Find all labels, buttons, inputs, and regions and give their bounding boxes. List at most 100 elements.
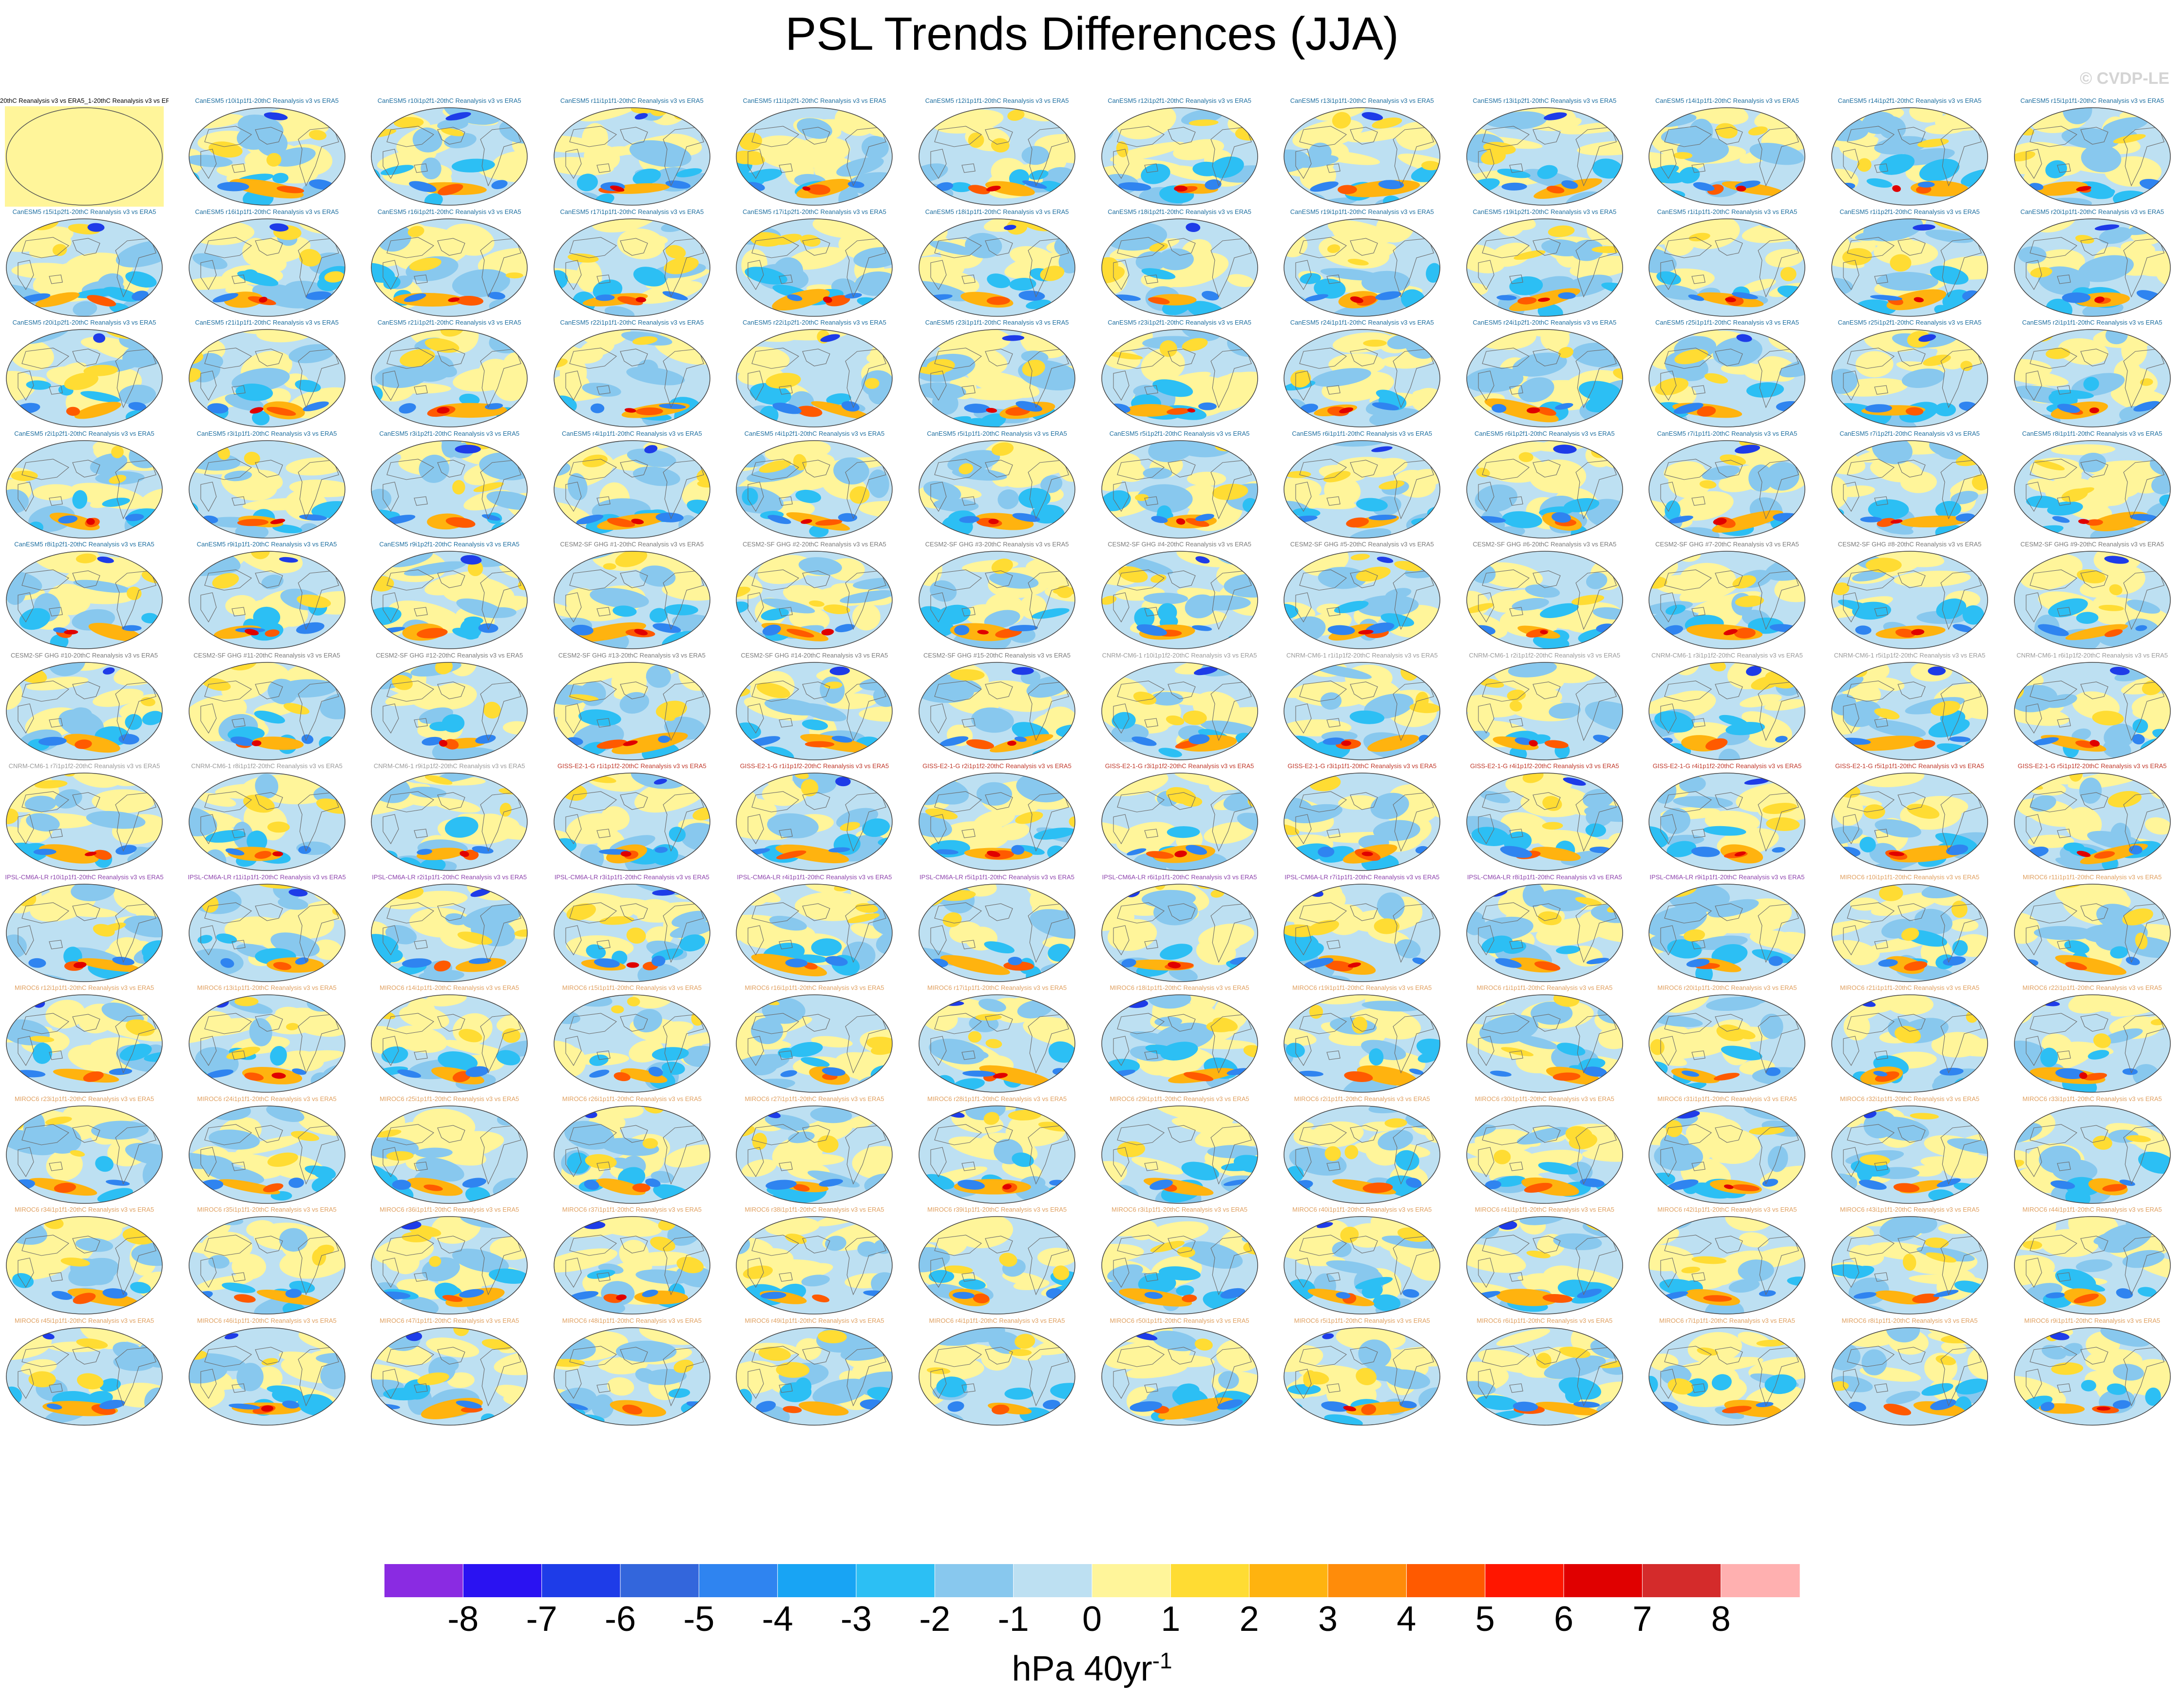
panel-title: CanESM5 r18i1p2f1-20thC Reanalysis v3 vs… [1108,208,1251,215]
map-panel: MIROC6 r3i1p1f1-20thC Reanalysis v3 vs E… [1100,1205,1259,1315]
coastline [1482,569,1530,591]
trend-contour [1850,897,1879,910]
trend-contour [762,598,815,614]
trend-contour [1673,152,1693,159]
trend-contour [1703,826,1746,836]
trend-contour [1181,796,1202,807]
coastline [1299,569,1347,591]
trend-contour [1871,892,1940,916]
map-panel: MIROC6 r21i1p1f1-20thC Reanalysis v3 vs … [1830,984,1989,1094]
trend-contour [1348,962,1361,967]
map-panel: CanESM5 r6i1p2f1-20thC Reanalysis v3 vs … [1465,429,1624,540]
trend-contour [459,1289,484,1298]
coastline [565,481,582,512]
coastline [2123,1124,2165,1184]
panel-title: CanESM5 r15i1p2f1-20thC Reanalysis v3 vs… [12,208,156,215]
map-panel: MIROC6 r23i1p1f1-20thC Reanalysis v3 vs … [5,1095,164,1205]
coastline [663,1124,704,1184]
panel-title: IPSL-CM6A-LR r6i1p1f1-20thC Reanalysis v… [1102,873,1257,881]
trend-contour [805,741,835,747]
coastline [1326,829,1341,838]
trend-contour [1907,804,1940,819]
trend-contour [562,218,588,229]
coastline [751,236,800,258]
trend-contour [409,257,441,271]
panel-title: IPSL-CM6A-LR r9i1p1f1-20thC Reanalysis v… [1649,873,1805,881]
coastline [1210,570,1252,630]
trend-contour [1583,1066,1607,1077]
map-projection [1101,773,1258,871]
coastline [1116,1013,1165,1034]
trend-contour [1518,377,1554,403]
coastline [1326,496,1341,506]
trend-contour [235,1135,304,1155]
coastline [1210,903,1252,963]
trend-contour [822,1067,846,1076]
trend-contour [658,404,686,409]
globe-outline [1284,1216,1440,1315]
trend-contour [296,594,331,608]
trend-contour [2089,407,2099,413]
coastline [565,1146,582,1177]
coastline [2080,459,2108,478]
trend-contour [1414,440,1440,448]
coastline [1660,925,1677,955]
trend-contour [1185,222,1200,232]
coastline [569,569,617,591]
coastline [1660,1257,1677,1288]
trend-contour [585,897,650,909]
trend-contour [1649,1037,1721,1060]
trend-contour [1546,186,1565,193]
coastline [254,237,283,256]
panel-title: CanESM5 r4i1p2f1-20thC Reanalysis v3 vs … [744,429,885,437]
panel-title: IPSL-CM6A-LR r8i1p1f1-20thC Reanalysis v… [1467,873,1622,881]
trend-contour [90,453,128,474]
trend-contour [55,1217,123,1243]
trend-contour [739,133,763,151]
trend-contour [2132,718,2148,733]
trend-contour [1586,572,1608,589]
trend-contour [1193,666,1218,675]
trend-contour [64,372,98,390]
coastline [1482,126,1530,147]
coastline [1295,1146,1312,1177]
trend-contour [1697,406,1716,417]
map-projection [2013,440,2171,539]
map-panel: MIROC6 r43i1p1f1-20thC Reanalysis v3 vs … [1830,1205,1989,1315]
trend-contour [1667,939,1702,959]
trend-contour [1902,1254,1916,1271]
coastline [2026,370,2042,401]
panel-title: CanESM5 r18i1p1f1-20thC Reanalysis v3 vs… [925,208,1069,215]
panel-title: MIROC6 r33i1p1f1-20thC Reanalysis v3 vs … [2022,1095,2162,1102]
coastline [747,703,764,734]
coastline [934,236,982,258]
coastline [845,459,887,519]
trend-contour [655,700,687,719]
coastline [569,902,617,924]
trend-contour [1865,558,1902,573]
panel-title: MIROC6 r38i1p1f1-20thC Reanalysis v3 vs … [745,1206,884,1213]
trend-contour [1875,819,1921,838]
coastline [21,348,69,369]
coastline [1533,792,1561,810]
coastline [2026,1036,2042,1066]
trend-contour [582,383,621,397]
trend-contour [1496,1289,1558,1306]
trend-contour [1182,338,1208,351]
coastline [72,1014,100,1032]
trend-contour [607,517,635,527]
coastline [845,792,887,852]
map-panel: MIROC6 r1i1p1f1-20thC Reanalysis v3 vs E… [1465,984,1624,1094]
coastline [1847,348,1895,369]
trend-contour [70,1150,85,1157]
trend-contour [1746,665,1762,676]
trend-contour [1716,1025,1745,1042]
trend-contour [278,1050,324,1072]
map-panel: GISS-E2-1-G r1i1p1f2-20thC Reanalysis v3… [553,762,711,872]
coastline [1874,1050,1888,1060]
map-projection [6,329,163,427]
map-projection [736,773,893,871]
globe-outline [736,551,893,649]
coastline [2080,237,2108,256]
map-projection [1284,1216,1440,1315]
